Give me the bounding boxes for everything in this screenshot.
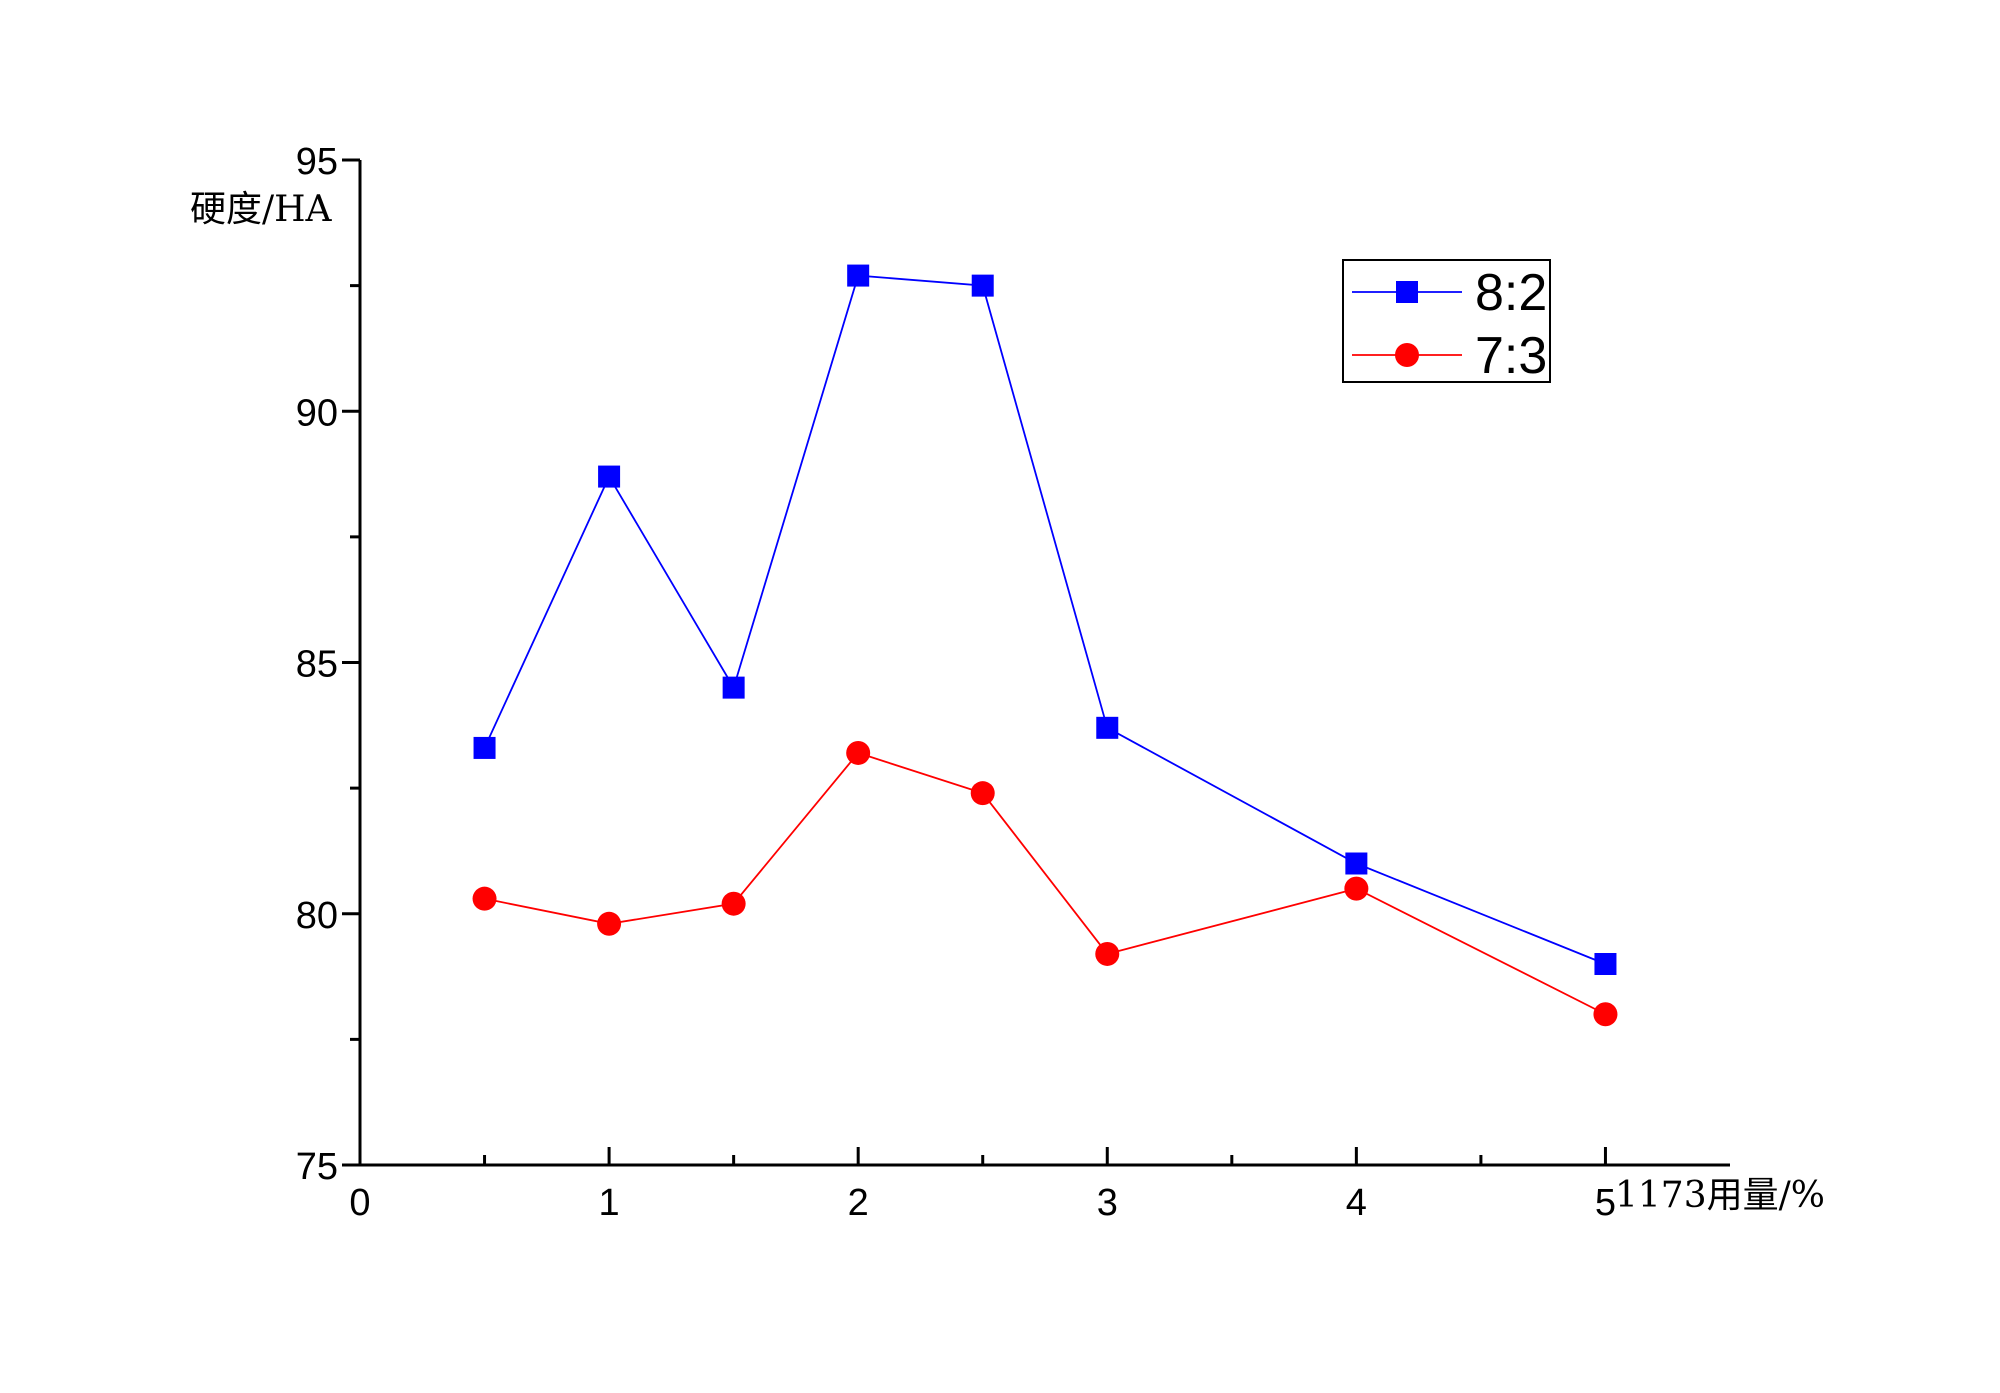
data-point bbox=[598, 465, 621, 488]
x-tick-label: 5 bbox=[1595, 1182, 1616, 1224]
data-point bbox=[1095, 941, 1120, 966]
data-point bbox=[1594, 953, 1617, 975]
legend-item: 7:3 bbox=[1352, 327, 1547, 385]
data-point bbox=[1096, 716, 1119, 739]
x-tick-label: 3 bbox=[1097, 1182, 1118, 1224]
data-point bbox=[597, 911, 622, 936]
axis-ticks: 0 1 2 3 4 5 75 80 85 90 95 bbox=[296, 141, 1616, 1224]
legend-item: 8:2 bbox=[1352, 264, 1547, 322]
series-1 bbox=[473, 264, 1617, 975]
y-tick-label: 90 bbox=[296, 392, 338, 434]
y-axis-title: 硬度/HA bbox=[190, 189, 333, 230]
x-tick-label: 2 bbox=[848, 1182, 869, 1224]
x-axis-title: 1173用量/% bbox=[1615, 1175, 1825, 1216]
y-tick-label: 80 bbox=[296, 895, 338, 937]
legend-label: 8:2 bbox=[1475, 264, 1547, 322]
series-layer bbox=[472, 264, 1618, 1027]
data-point bbox=[1593, 1002, 1618, 1027]
data-point bbox=[847, 264, 870, 287]
legend-marker bbox=[1396, 281, 1418, 303]
y-tick-label: 95 bbox=[296, 141, 338, 183]
data-point bbox=[473, 736, 496, 759]
series-2 bbox=[472, 740, 1618, 1027]
data-point bbox=[970, 781, 995, 806]
series-line bbox=[484, 751, 1606, 1016]
legend-box bbox=[1342, 259, 1551, 383]
legend-label: 7:3 bbox=[1475, 327, 1547, 385]
y-tick-label: 85 bbox=[296, 644, 338, 686]
data-point bbox=[1345, 852, 1368, 875]
data-point bbox=[971, 274, 994, 297]
data-point bbox=[722, 676, 745, 699]
legend: 8:27:3 bbox=[1342, 259, 1551, 385]
y-tick-label: 75 bbox=[296, 1146, 338, 1188]
x-tick-label: 0 bbox=[349, 1182, 370, 1224]
data-point bbox=[1344, 876, 1369, 901]
data-point bbox=[721, 891, 746, 916]
x-tick-label: 4 bbox=[1346, 1182, 1367, 1224]
x-tick-label: 1 bbox=[599, 1182, 620, 1224]
data-point bbox=[472, 886, 497, 911]
data-point bbox=[846, 740, 871, 765]
legend-marker bbox=[1395, 343, 1419, 367]
series-line bbox=[483, 274, 1606, 965]
